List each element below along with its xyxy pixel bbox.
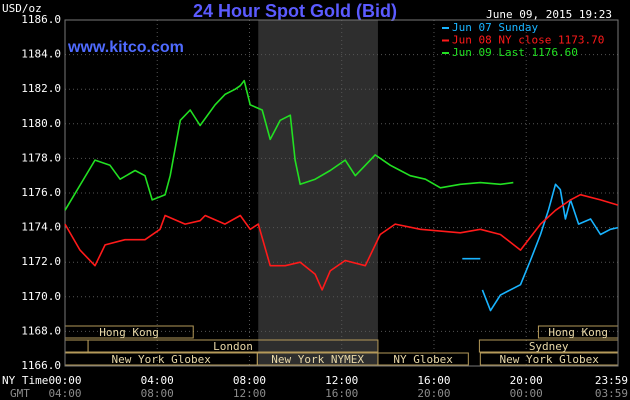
- gmt-tick-label: 00:00: [510, 387, 543, 400]
- x-tick-label: 23:59: [595, 374, 628, 387]
- gmt-tick-label: 04:00: [48, 387, 81, 400]
- x-tick-label: 20:00: [510, 374, 543, 387]
- gmt-tick-label: 08:00: [141, 387, 174, 400]
- x-tick-label: 00:00: [48, 374, 81, 387]
- session-label: NY Globex: [393, 353, 453, 366]
- y-tick-label: 1186.0: [21, 13, 61, 26]
- x2-row-label: GMT: [10, 387, 30, 400]
- session-label: Hong Kong: [99, 326, 159, 339]
- session-label: New York Globex: [499, 353, 599, 366]
- series-line: [64, 79, 514, 211]
- y-tick-label: 1172.0: [21, 255, 61, 268]
- plot-frame: [64, 19, 619, 367]
- x-row-label: NY Time: [2, 374, 48, 387]
- session-label: Hong Kong: [548, 326, 608, 339]
- session-label: New York NYMEX: [271, 353, 364, 366]
- gmt-tick-label: 03:59: [595, 387, 628, 400]
- session-label: London: [213, 340, 253, 353]
- y-tick-label: 1166.0: [21, 359, 61, 372]
- y-tick-label: 1184.0: [21, 48, 61, 61]
- y-tick-label: 1182.0: [21, 82, 61, 95]
- legend-label: Jun 09 Last 1176.60: [452, 46, 578, 59]
- y-tick-label: 1170.0: [21, 290, 61, 303]
- gmt-tick-label: 16:00: [325, 387, 358, 400]
- legend-label: Jun 08 NY close 1173.70: [452, 34, 604, 47]
- x-tick-label: 08:00: [233, 374, 266, 387]
- gmt-tick-label: 12:00: [233, 387, 266, 400]
- chart-title: 24 Hour Spot Gold (Bid): [193, 1, 397, 21]
- x-tick-label: 16:00: [417, 374, 450, 387]
- session-box: [64, 339, 89, 353]
- session-label: New York Globex: [111, 353, 211, 366]
- legend-label: Jun 07 Sunday: [452, 21, 538, 34]
- session-box: [377, 352, 469, 366]
- y-tick-label: 1174.0: [21, 221, 61, 234]
- series-line: [64, 193, 619, 291]
- shaded-region: [258, 20, 378, 366]
- series-line: [462, 183, 619, 312]
- gmt-tick-label: 20:00: [417, 387, 450, 400]
- y-tick-label: 1180.0: [21, 117, 61, 130]
- session-label: Sydney: [529, 340, 569, 353]
- site-label: www.kitco.com: [67, 39, 184, 56]
- y-axis-label: USD/oz: [2, 2, 42, 15]
- y-tick-label: 1178.0: [21, 151, 61, 164]
- y-tick-label: 1176.0: [21, 186, 61, 199]
- timestamp: June 09, 2015 19:23: [486, 8, 612, 21]
- y-tick-label: 1168.0: [21, 324, 61, 337]
- x-tick-label: 12:00: [325, 374, 358, 387]
- session-box: [87, 339, 379, 353]
- x-tick-label: 04:00: [141, 374, 174, 387]
